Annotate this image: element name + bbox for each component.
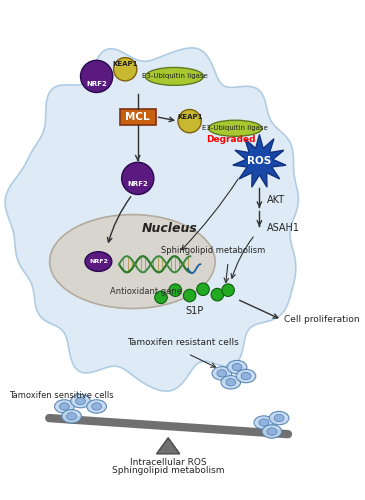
Text: E3-Ubiquitin ligase: E3-Ubiquitin ligase [202, 126, 268, 132]
Text: KEAP1: KEAP1 [177, 114, 202, 119]
Text: NRF2: NRF2 [127, 180, 148, 186]
Ellipse shape [92, 403, 101, 410]
Text: Cell proliferation: Cell proliferation [284, 315, 360, 324]
Ellipse shape [217, 370, 227, 377]
Text: KEAP1: KEAP1 [112, 61, 138, 67]
Text: NRF2: NRF2 [89, 259, 108, 264]
Circle shape [169, 284, 181, 296]
Circle shape [211, 288, 224, 301]
Text: S1P: S1P [186, 306, 204, 316]
Text: ROS: ROS [247, 156, 272, 166]
Ellipse shape [274, 414, 284, 422]
Ellipse shape [62, 410, 81, 423]
Circle shape [183, 290, 196, 302]
Ellipse shape [221, 376, 241, 389]
Ellipse shape [67, 412, 77, 420]
Ellipse shape [232, 364, 242, 371]
Ellipse shape [85, 252, 112, 272]
Circle shape [222, 284, 234, 296]
Text: Tamoxifen sensitive cells: Tamoxifen sensitive cells [9, 391, 114, 400]
Polygon shape [157, 438, 180, 454]
Text: Sphingolipid metabolism: Sphingolipid metabolism [161, 246, 265, 256]
Ellipse shape [241, 372, 251, 380]
Ellipse shape [71, 394, 91, 408]
Ellipse shape [208, 120, 262, 136]
Circle shape [122, 162, 154, 194]
Text: ASAH1: ASAH1 [266, 224, 300, 234]
Text: NRF2: NRF2 [86, 80, 107, 86]
Text: Intracellular ROS: Intracellular ROS [130, 458, 207, 468]
Text: Antioxidant gene: Antioxidant gene [110, 286, 182, 296]
Text: Degraded: Degraded [206, 136, 256, 144]
Circle shape [197, 283, 209, 296]
Circle shape [178, 110, 201, 132]
Text: E3-Ubiquitin ligase: E3-Ubiquitin ligase [142, 74, 207, 80]
Text: Tamoxifen resistant cells: Tamoxifen resistant cells [127, 338, 239, 346]
Text: Nucleus: Nucleus [142, 222, 198, 235]
FancyBboxPatch shape [120, 108, 155, 124]
Ellipse shape [227, 360, 247, 374]
Polygon shape [5, 48, 299, 391]
Ellipse shape [145, 68, 204, 86]
Ellipse shape [59, 403, 69, 410]
Text: MCL: MCL [126, 112, 150, 122]
Ellipse shape [267, 428, 277, 435]
Ellipse shape [226, 378, 236, 386]
Circle shape [155, 291, 167, 304]
Circle shape [81, 60, 113, 92]
Ellipse shape [54, 400, 74, 413]
Polygon shape [233, 134, 286, 187]
Ellipse shape [269, 412, 289, 425]
Ellipse shape [87, 400, 107, 413]
Ellipse shape [76, 398, 85, 405]
Ellipse shape [236, 370, 256, 383]
Text: AKT: AKT [266, 195, 285, 205]
Ellipse shape [50, 214, 215, 308]
Ellipse shape [254, 416, 274, 430]
Text: Sphingolipid metabolism: Sphingolipid metabolism [112, 466, 224, 475]
Ellipse shape [212, 366, 232, 380]
Ellipse shape [262, 425, 282, 438]
Ellipse shape [259, 419, 269, 426]
Circle shape [114, 58, 137, 81]
